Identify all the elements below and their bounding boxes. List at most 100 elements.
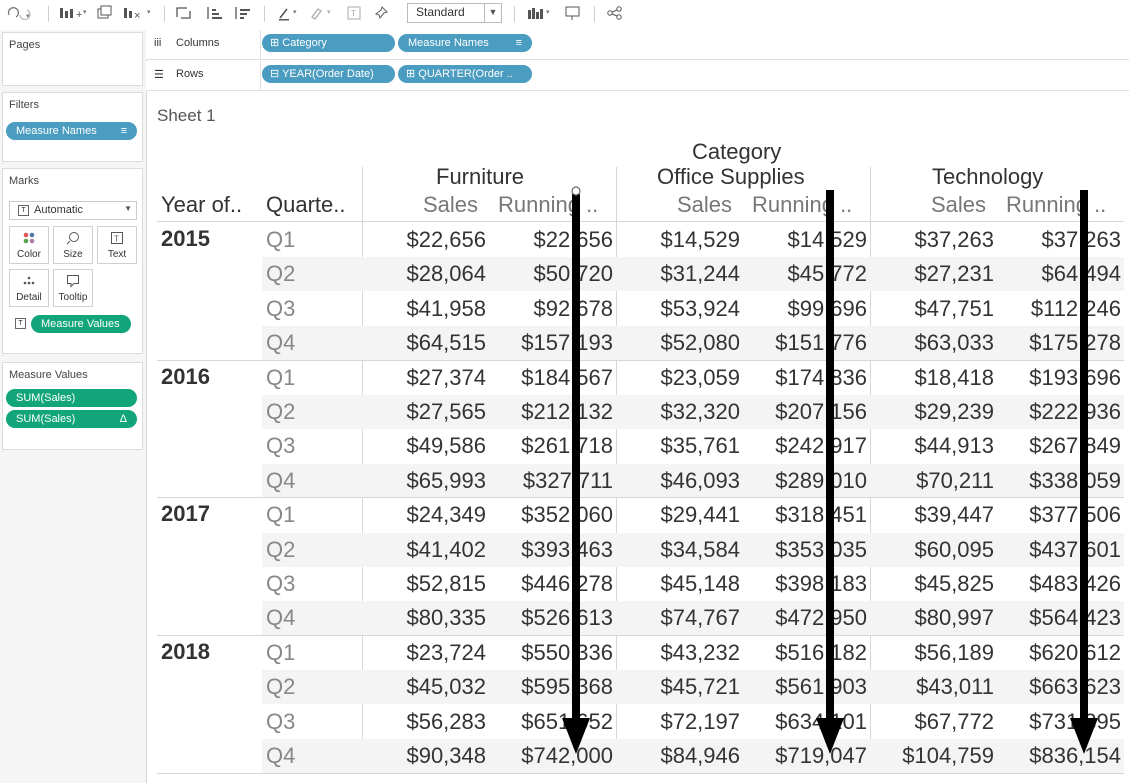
running-sales-cell[interactable]: $595,368 [521,674,613,700]
measure-header[interactable]: Running .. [752,192,853,217]
quarter-label[interactable]: Q1 [266,639,296,665]
swap-icon[interactable] [174,4,194,22]
running-sales-cell[interactable]: $446,278 [521,571,613,596]
annotation-arrow-handle[interactable] [571,186,581,196]
running-sales-cell[interactable]: $212,132 [521,399,613,424]
sales-cell[interactable]: $64,515 [406,330,486,356]
show-me-icon[interactable]: ▾ [526,4,554,22]
sales-cell[interactable]: $45,148 [660,571,740,596]
category-header[interactable]: Office Supplies [657,164,805,189]
column-pill-category[interactable]: ⊞ Category [262,34,395,52]
sales-cell[interactable]: $27,374 [406,364,486,390]
sort-ascending-icon[interactable] [204,4,224,22]
year-label[interactable]: 2017 [161,501,210,527]
quarter-label[interactable]: Q4 [266,743,296,768]
running-sales-cell[interactable]: $472,950 [775,605,867,631]
columns-shelf[interactable]: iii Columns ⊞ Category Measure Names ≡ [146,30,1129,60]
quarter-label[interactable]: Q1 [266,502,296,528]
worksheet-view[interactable]: Sheet 1 Category Furniture Office Suppli… [147,92,1129,783]
running-sales-cell[interactable]: $157,193 [521,330,613,356]
year-label[interactable]: 2016 [161,363,210,389]
measure-header[interactable]: Sales [677,192,733,217]
column-pill-measure-names[interactable]: Measure Names ≡ [398,34,532,52]
sales-cell[interactable]: $29,239 [914,399,994,424]
running-sales-cell[interactable]: $353,035 [775,536,867,562]
sales-cell[interactable]: $18,418 [914,364,994,390]
sales-cell[interactable]: $56,189 [914,639,994,665]
mark-type-dropdown[interactable]: T Automatic ▼ [9,201,137,220]
measure-header[interactable]: Running .. [1006,192,1107,217]
sales-cell[interactable]: $22,656 [406,227,486,252]
running-sales-cell[interactable]: $620,612 [1029,639,1121,665]
sales-cell[interactable]: $34,584 [660,536,740,562]
running-sales-cell[interactable]: $261,718 [521,433,613,459]
quarter-label[interactable]: Q4 [266,605,296,631]
row-pill-quarter[interactable]: ⊞ QUARTER(Order .. [398,65,532,83]
quarter-label[interactable]: Q3 [266,295,296,321]
running-sales-cell[interactable]: $483,426 [1029,571,1121,596]
running-sales-cell[interactable]: $742,000 [521,743,613,768]
sales-cell[interactable]: $80,997 [914,605,994,631]
running-sales-cell[interactable]: $526,613 [521,605,613,631]
quarter-label[interactable]: Q1 [266,364,296,390]
sort-descending-icon[interactable] [232,4,252,22]
text-button[interactable]: T Text [97,226,137,264]
clear-sheet-icon[interactable]: × ▾ [122,4,156,22]
quarter-label[interactable]: Q2 [266,674,296,700]
running-sales-cell[interactable]: $393,463 [521,536,613,562]
running-sales-cell[interactable]: $207,156 [775,399,867,424]
sales-cell[interactable]: $23,724 [406,639,486,665]
detail-button[interactable]: Detail [9,269,49,307]
quarter-label[interactable]: Q3 [266,433,296,459]
sales-cell[interactable]: $52,080 [660,330,740,356]
presentation-icon[interactable] [564,4,582,22]
sales-cell[interactable]: $32,320 [660,399,740,424]
share-icon[interactable] [606,4,624,22]
marks-pill-measure-values[interactable]: Measure Values [31,315,131,333]
running-sales-cell[interactable]: $112,246 [1030,295,1121,321]
quarter-label[interactable]: Q3 [266,571,296,596]
sales-cell[interactable]: $41,958 [406,295,486,321]
sales-cell[interactable]: $84,946 [660,743,740,768]
row-pill-year[interactable]: ⊟ YEAR(Order Date) [262,65,395,83]
quarter-label[interactable]: Q2 [266,536,296,562]
sales-cell[interactable]: $28,064 [406,261,486,287]
running-sales-cell[interactable]: $327,711 [522,467,613,493]
sales-cell[interactable]: $56,283 [406,708,486,734]
sales-cell[interactable]: $45,825 [914,571,994,596]
category-header[interactable]: Furniture [436,164,525,189]
pages-card[interactable]: Pages [2,32,143,86]
sales-cell[interactable]: $45,032 [406,674,486,700]
running-sales-cell[interactable]: $318,451 [775,502,867,528]
sales-cell[interactable]: $65,993 [406,467,486,493]
sales-cell[interactable]: $23,059 [660,364,740,390]
sales-cell[interactable]: $29,441 [660,502,740,528]
running-sales-cell[interactable]: $516,182 [775,639,867,665]
sales-cell[interactable]: $14,529 [660,227,740,252]
sales-cell[interactable]: $41,402 [406,536,486,562]
color-button[interactable]: Color [9,226,49,264]
sales-cell[interactable]: $45,721 [660,674,740,700]
sales-cell[interactable]: $35,761 [660,433,740,459]
measure-header[interactable]: Running .. [498,192,599,217]
row-header-quarter[interactable]: Quarte.. [266,192,346,217]
running-sales-cell[interactable]: $352,060 [521,502,613,528]
quarter-label[interactable]: Q2 [266,399,296,424]
sales-cell[interactable]: $52,815 [406,571,486,596]
undo-icon[interactable]: ▾ [6,4,32,22]
sales-cell[interactable]: $63,033 [914,330,994,356]
sales-cell[interactable]: $74,767 [660,605,740,631]
sales-cell[interactable]: $53,924 [660,295,740,321]
quarter-label[interactable]: Q1 [266,227,296,252]
row-header-year[interactable]: Year of.. [161,192,243,217]
running-sales-cell[interactable]: $151,776 [775,330,867,356]
filter-pill-measure-names[interactable]: Measure Names ≡ [6,122,137,140]
running-sales-cell[interactable]: $550,336 [521,639,613,665]
running-sales-cell[interactable]: $222,936 [1029,399,1121,424]
running-sales-cell[interactable]: $398,183 [775,571,867,596]
quarter-label[interactable]: Q4 [266,467,296,493]
running-sales-cell[interactable]: $377,506 [1029,502,1121,528]
measure-value-pill[interactable]: SUM(Sales) [6,389,137,407]
measure-header[interactable]: Sales [931,192,987,217]
filters-card[interactable]: Filters Measure Names ≡ [2,92,143,162]
